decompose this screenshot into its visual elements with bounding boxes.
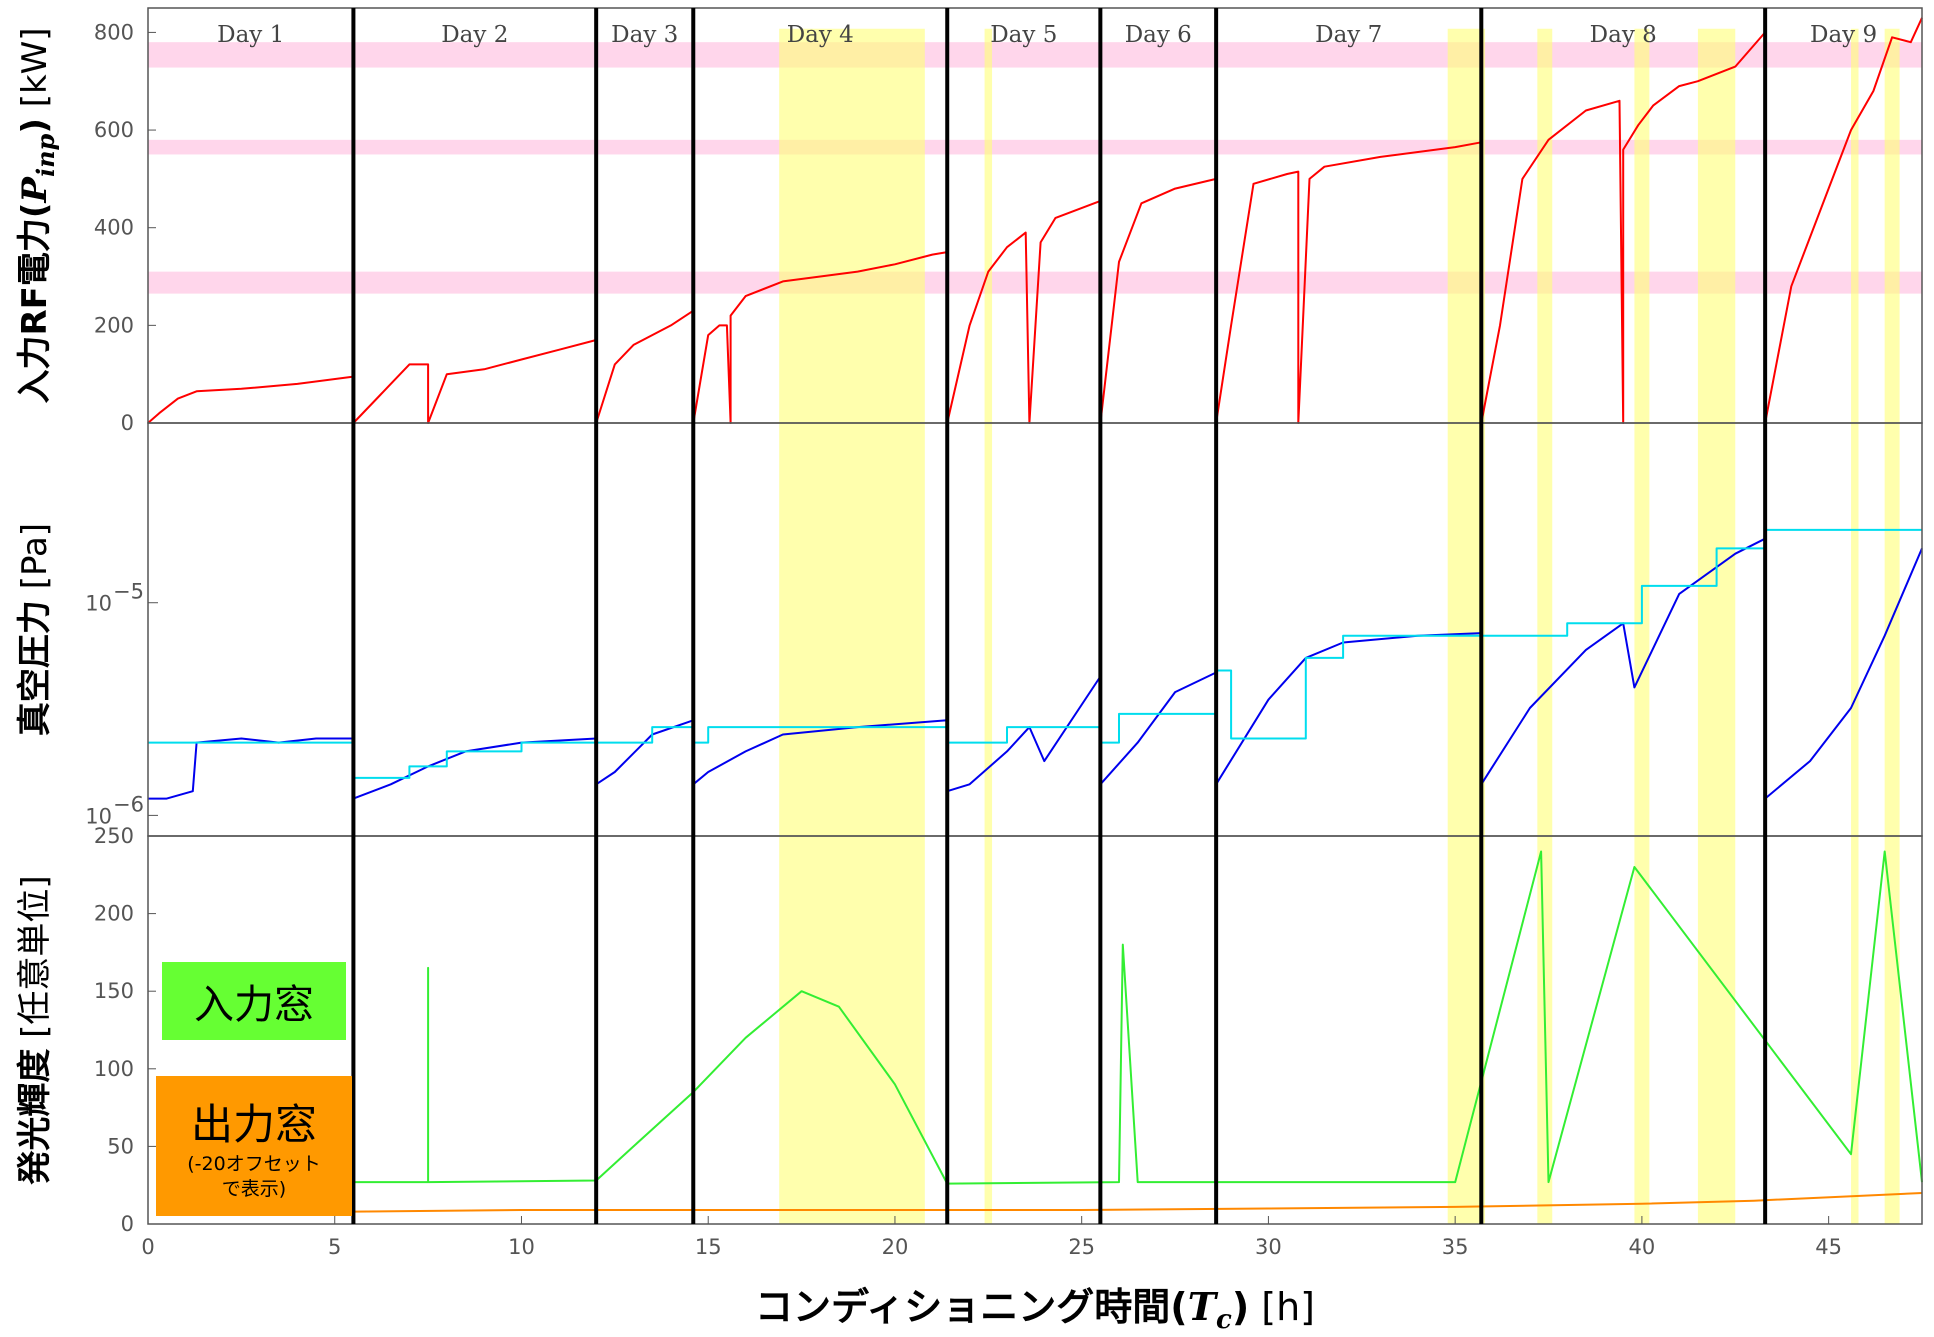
legend-output-note-1: (-20オフセット [187,1152,321,1175]
label-layer: Day 1 Day 2 Day 3 Day 4 Day 5 Day 6 Day 7 Day 8… [15,20,1877,1335]
pressure-ylabel: 真空圧力 [Pa] [15,523,55,736]
xtick-1: 5 [328,1235,341,1259]
legend-output-window-label: 出力窓 [190,1099,317,1149]
day-label-9: Day 9 [1810,22,1877,48]
power-ytick-2: 400 [94,216,134,240]
power-ytick-3: 200 [94,313,134,337]
xtick-4: 20 [882,1235,909,1259]
xtick-5: 25 [1068,1235,1095,1259]
power-ytick-1: 600 [94,118,134,142]
pressure-ytick-1: 10 [85,804,112,828]
x-axis-label: コンディショニング時間(Tc) [h] [755,1284,1315,1335]
series-layer [147,17,1923,1213]
xtick-2: 10 [508,1235,535,1259]
panel-frame-top [147,7,1923,424]
highlight-window-6 [1851,28,1859,1224]
power-band-0 [148,271,1922,294]
xtick-0: 0 [141,1235,154,1259]
day-label-6: Day 6 [1125,22,1192,48]
luminance-ytick-5: 0 [121,1212,134,1236]
power-ylabel: 入力RF電力(Pinp) [kW] [15,27,60,403]
highlight-window-1 [984,28,993,1224]
legend-output-note-2: で表示) [221,1177,287,1200]
highlight-window-4 [1634,28,1650,1224]
power-band-1 [148,139,1922,155]
xtick-6: 30 [1255,1235,1282,1259]
highlight-window-7 [1884,28,1900,1224]
power-ytick-0: 800 [94,20,134,44]
day-label-5: Day 5 [990,22,1057,48]
luminance-ytick-3: 100 [94,1057,134,1081]
day-label-7: Day 7 [1315,22,1382,48]
day-label-8: Day 8 [1590,22,1657,48]
day-label-2: Day 2 [441,22,508,48]
luminance-ytick-0: 250 [94,824,134,848]
luminance-ytick-1: 200 [94,902,134,926]
highlight-layer [148,28,1922,1224]
luminance-series-0 [353,850,1923,1185]
xtick-3: 15 [695,1235,722,1259]
pressure-series-0 [148,537,1923,800]
highlight-window-3 [1537,28,1553,1224]
power-ytick-4: 0 [121,411,134,435]
luminance-ytick-4: 50 [107,1134,134,1158]
luminance-series-1 [353,1192,1923,1213]
day-label-4: Day 4 [787,22,854,48]
day-label-1: Day 1 [217,22,284,48]
pressure-ytick-exp-0: −5 [113,580,144,604]
xtick-7: 35 [1442,1235,1469,1259]
highlight-window-5 [1697,28,1736,1224]
xtick-8: 40 [1629,1235,1656,1259]
luminance-ylabel: 発光輝度 [任意単位] [15,875,55,1184]
panel-frame-bot [147,835,1923,1225]
legend-output-window: 出力窓 (-20オフセット で表示) [156,1076,352,1216]
highlight-window-0 [779,28,925,1224]
legend-input-window-label: 入力窓 [194,982,314,1028]
power-series-0 [147,17,1923,424]
pressure-ytick-0: 10 [85,592,112,616]
highlight-window-2 [1447,28,1486,1224]
xtick-9: 45 [1815,1235,1842,1259]
legend-input-window: 入力窓 [162,962,346,1040]
day-label-3: Day 3 [611,22,678,48]
power-band-2 [148,42,1922,68]
frame-layer [147,7,1923,1225]
luminance-ytick-2: 150 [94,979,134,1003]
pressure-ytick-exp-1: −6 [113,792,144,816]
